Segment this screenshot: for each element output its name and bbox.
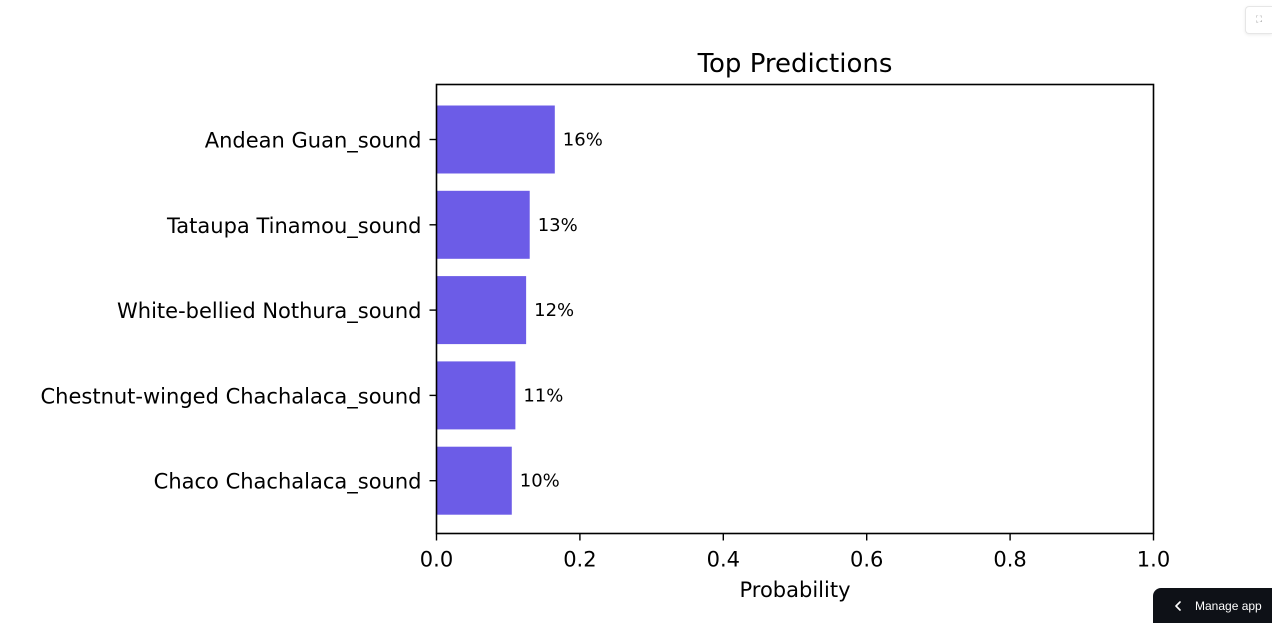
bar-value-label: 16% <box>563 130 603 151</box>
y-tick-label: Chaco Chachalaca_sound <box>154 470 422 495</box>
y-tick-label: White-bellied Nothura_sound <box>117 299 421 324</box>
bar <box>436 190 530 259</box>
bar-value-label: 11% <box>523 385 563 406</box>
bar <box>436 361 516 430</box>
manage-app-button[interactable]: Manage app <box>1153 588 1272 623</box>
y-tick-label: Chestnut-winged Chachalaca_sound <box>41 384 422 409</box>
bar-value-label: 13% <box>538 215 578 236</box>
expand-icon: ⛶ <box>1255 15 1263 25</box>
bar-value-label: 12% <box>534 300 574 321</box>
x-tick-label: 0.2 <box>563 548 596 572</box>
manage-app-label: Manage app <box>1195 598 1262 613</box>
x-tick-label: 0.4 <box>707 548 740 572</box>
y-tick-label: Andean Guan_sound <box>205 129 422 154</box>
fullscreen-button[interactable]: ⛶ <box>1245 6 1272 34</box>
x-tick-label: 0.6 <box>850 548 883 572</box>
y-tick-label: Tataupa Tinamou_sound <box>166 214 422 239</box>
chevron-left-icon <box>1173 600 1183 611</box>
x-tick-label: 1.0 <box>1137 548 1170 572</box>
bar <box>436 105 555 174</box>
x-tick-label: 0.8 <box>993 548 1026 572</box>
bar <box>436 446 512 515</box>
plot-frame <box>435 83 1155 535</box>
chart-title: Top Predictions <box>697 49 893 79</box>
bar <box>436 276 527 345</box>
bar-value-label: 10% <box>520 471 560 492</box>
x-axis-label: Probability <box>739 578 850 602</box>
x-tick-label: 0.0 <box>420 548 453 572</box>
